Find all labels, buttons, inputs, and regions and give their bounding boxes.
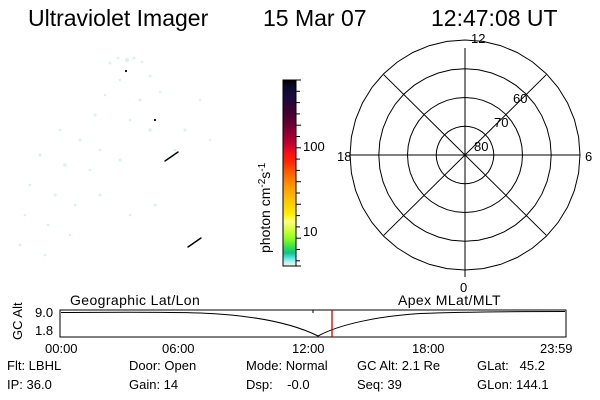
svg-text:23:59: 23:59 [540, 341, 573, 356]
svg-text:18:00: 18:00 [412, 341, 445, 356]
svg-text:GC Alt: GC Alt [10, 302, 25, 340]
svg-text:GLat: 45.2: GLat: 45.2 [477, 358, 545, 373]
svg-text:GLon: 144.1: GLon: 144.1 [477, 377, 549, 392]
svg-text:Dsp: -0.0: Dsp: -0.0 [246, 377, 310, 392]
svg-text:12:00: 12:00 [292, 341, 325, 356]
svg-text:00:00: 00:00 [45, 341, 78, 356]
svg-text:Gain: 14: Gain: 14 [129, 377, 178, 392]
svg-text:Apex MLat/MLT: Apex MLat/MLT [398, 292, 501, 308]
svg-text:Geographic Lat/Lon: Geographic Lat/Lon [70, 292, 200, 308]
svg-text:GC Alt: 2.1 Re: GC Alt: 2.1 Re [357, 358, 440, 373]
svg-text:06:00: 06:00 [162, 341, 195, 356]
svg-text:Flt: LBHL: Flt: LBHL [7, 358, 61, 373]
svg-text:9.0: 9.0 [35, 305, 53, 320]
svg-text:1.8: 1.8 [35, 323, 53, 338]
svg-text:IP: 36.0: IP: 36.0 [7, 377, 52, 392]
svg-text:Mode: Normal: Mode: Normal [246, 358, 328, 373]
svg-text:Seq: 39: Seq: 39 [357, 377, 402, 392]
svg-text:Door: Open: Door: Open [129, 358, 196, 373]
